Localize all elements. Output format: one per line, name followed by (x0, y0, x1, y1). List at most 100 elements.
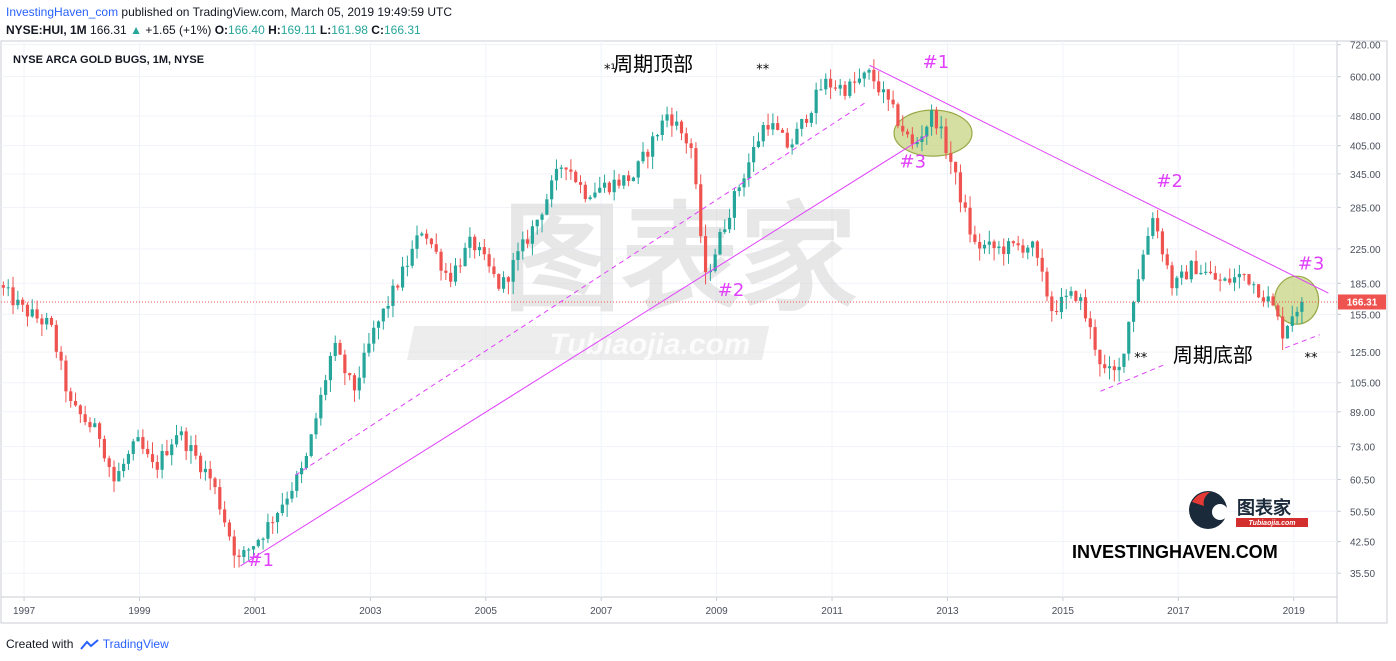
candle-body (1261, 297, 1266, 302)
candle-body (122, 463, 126, 472)
candle-body (934, 110, 938, 129)
candle-body (1059, 296, 1064, 313)
author-link[interactable]: InvestingHaven_com (6, 5, 119, 19)
candle-body (761, 125, 765, 142)
candle-body (232, 536, 236, 556)
candle-body (506, 277, 510, 282)
candle-body (954, 161, 958, 173)
candle-body (641, 151, 645, 162)
candle-body (338, 342, 342, 355)
candle-body (1228, 278, 1232, 283)
candle-body (1232, 277, 1237, 283)
candle-body (54, 324, 58, 352)
header-row-2: NYSE:HUI, 1M 166.31 ▲ +1.65 (+1%) O:166.… (6, 22, 1386, 38)
candle-body (1271, 296, 1275, 306)
candle-body (886, 89, 890, 100)
wave-label: #2 (1156, 171, 1183, 192)
candle-body (795, 128, 799, 145)
candle-body (982, 244, 987, 249)
candle-body (588, 197, 592, 200)
candle-body (593, 192, 597, 198)
candle-body (179, 431, 183, 436)
candle-body (636, 161, 640, 178)
candle-body (718, 232, 722, 255)
candle-body (1213, 273, 1217, 280)
candle-body (497, 274, 501, 289)
candle-body (684, 133, 688, 144)
candle-body (59, 351, 63, 361)
y-tick-label: 35.50 (1350, 569, 1375, 580)
candle-body (1242, 273, 1246, 275)
candle-body (1204, 271, 1208, 273)
candle-body (170, 444, 174, 456)
candle-body (227, 522, 232, 537)
candle-body (521, 239, 525, 252)
candle-body (218, 487, 222, 510)
candle-body (1030, 241, 1035, 248)
x-tick-label: 2017 (1167, 606, 1190, 617)
y-tick-label: 480.00 (1350, 112, 1381, 123)
candle-body (776, 123, 780, 130)
candle-body (910, 134, 914, 145)
candle-body (64, 360, 68, 392)
logo-subtext-bg (1236, 518, 1308, 527)
candle-body (655, 135, 660, 137)
candle-body (612, 179, 616, 193)
candle-body (463, 247, 467, 267)
candle-body (434, 244, 438, 252)
x-tick-label: 2015 (1052, 606, 1075, 617)
chart-title: NYSE ARCA GOLD BUGS, 1M, NYSE (13, 54, 204, 66)
candle-body (1266, 296, 1270, 302)
watermark-text: 图表家 (503, 190, 857, 328)
candle-body (425, 233, 429, 239)
candle-body (391, 285, 395, 306)
candle-body (83, 414, 87, 423)
candle-body (843, 84, 847, 96)
y-tick-label: 105.00 (1350, 379, 1381, 390)
y-tick-label: 405.00 (1350, 142, 1381, 153)
candle-body (732, 191, 737, 218)
candle-body (1175, 277, 1179, 289)
candle-body (583, 184, 587, 200)
candle-body (189, 445, 193, 452)
candle-body (838, 84, 842, 89)
candle-body (1016, 243, 1020, 246)
cycle-label: 周期底部 (1173, 343, 1253, 367)
candle-body (949, 153, 953, 162)
candle-body (1002, 246, 1006, 254)
candle-body (569, 169, 573, 172)
tradingview-link[interactable]: TradingView (102, 637, 169, 651)
candle-body (468, 236, 472, 248)
candle-body (1156, 218, 1160, 232)
change-arrow-icon: ▲ (130, 23, 142, 37)
y-tick-label: 125.00 (1350, 348, 1381, 359)
candle-body (348, 373, 352, 376)
candle-body (415, 235, 419, 249)
candle-body (1107, 366, 1112, 369)
candle-body (1055, 311, 1059, 313)
last-price-badge: 166.31 (1338, 294, 1386, 310)
x-tick-label: 2001 (244, 606, 267, 617)
candle-body (511, 260, 515, 282)
candle-body (251, 546, 256, 550)
candle-body (155, 462, 159, 470)
candle-body (915, 142, 919, 145)
candle-body (1180, 271, 1184, 278)
candle-body (319, 394, 323, 419)
candle-body (165, 450, 169, 456)
candle-body (1199, 272, 1203, 275)
candle-body (1112, 366, 1116, 371)
candle-body (1223, 278, 1227, 281)
candle-body (1257, 284, 1261, 298)
candle-body (314, 418, 318, 435)
candle-body (978, 241, 982, 249)
candle-body (6, 287, 10, 289)
asterisk-mark: ** (1305, 351, 1319, 366)
candle-body (45, 317, 49, 325)
candle-body (872, 69, 876, 82)
candle-body (1021, 245, 1025, 253)
candle-body (1, 285, 6, 288)
candle-body (223, 509, 227, 523)
open-label: O: (214, 23, 229, 37)
